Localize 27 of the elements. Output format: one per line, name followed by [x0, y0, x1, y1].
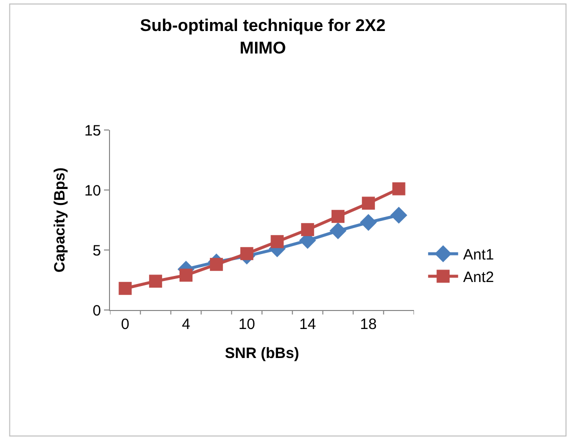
y-axis-title: Capacity (Bps) [52, 167, 69, 273]
legend-label: Ant1 [463, 246, 494, 264]
point [270, 235, 284, 248]
chart-title: Sub-optimal technique for 2X2 MIMO [140, 16, 386, 58]
x-axis-title: SNR (bBs) [224, 345, 300, 362]
point [301, 223, 314, 236]
point [332, 210, 344, 223]
point [210, 258, 223, 271]
x-tick-label: 14 [299, 316, 316, 333]
point [392, 182, 406, 196]
point [118, 282, 132, 295]
point [180, 268, 192, 282]
x-tick-label: 18 [360, 316, 377, 333]
point [240, 247, 254, 260]
x-tick-label: 10 [238, 316, 256, 333]
point [390, 206, 408, 224]
legend-label: Ant2 [463, 269, 494, 286]
x-tick-label: 4 [182, 316, 190, 333]
point [362, 196, 375, 210]
y-tick-label: 15 [84, 122, 101, 140]
y-tick-label: 0 [92, 302, 101, 320]
x-tick-label: 0 [121, 316, 130, 333]
y-tick-label: 10 [84, 182, 101, 200]
y-tick-label: 5 [92, 242, 101, 260]
point [149, 274, 162, 288]
point [330, 222, 346, 240]
point [360, 214, 377, 231]
